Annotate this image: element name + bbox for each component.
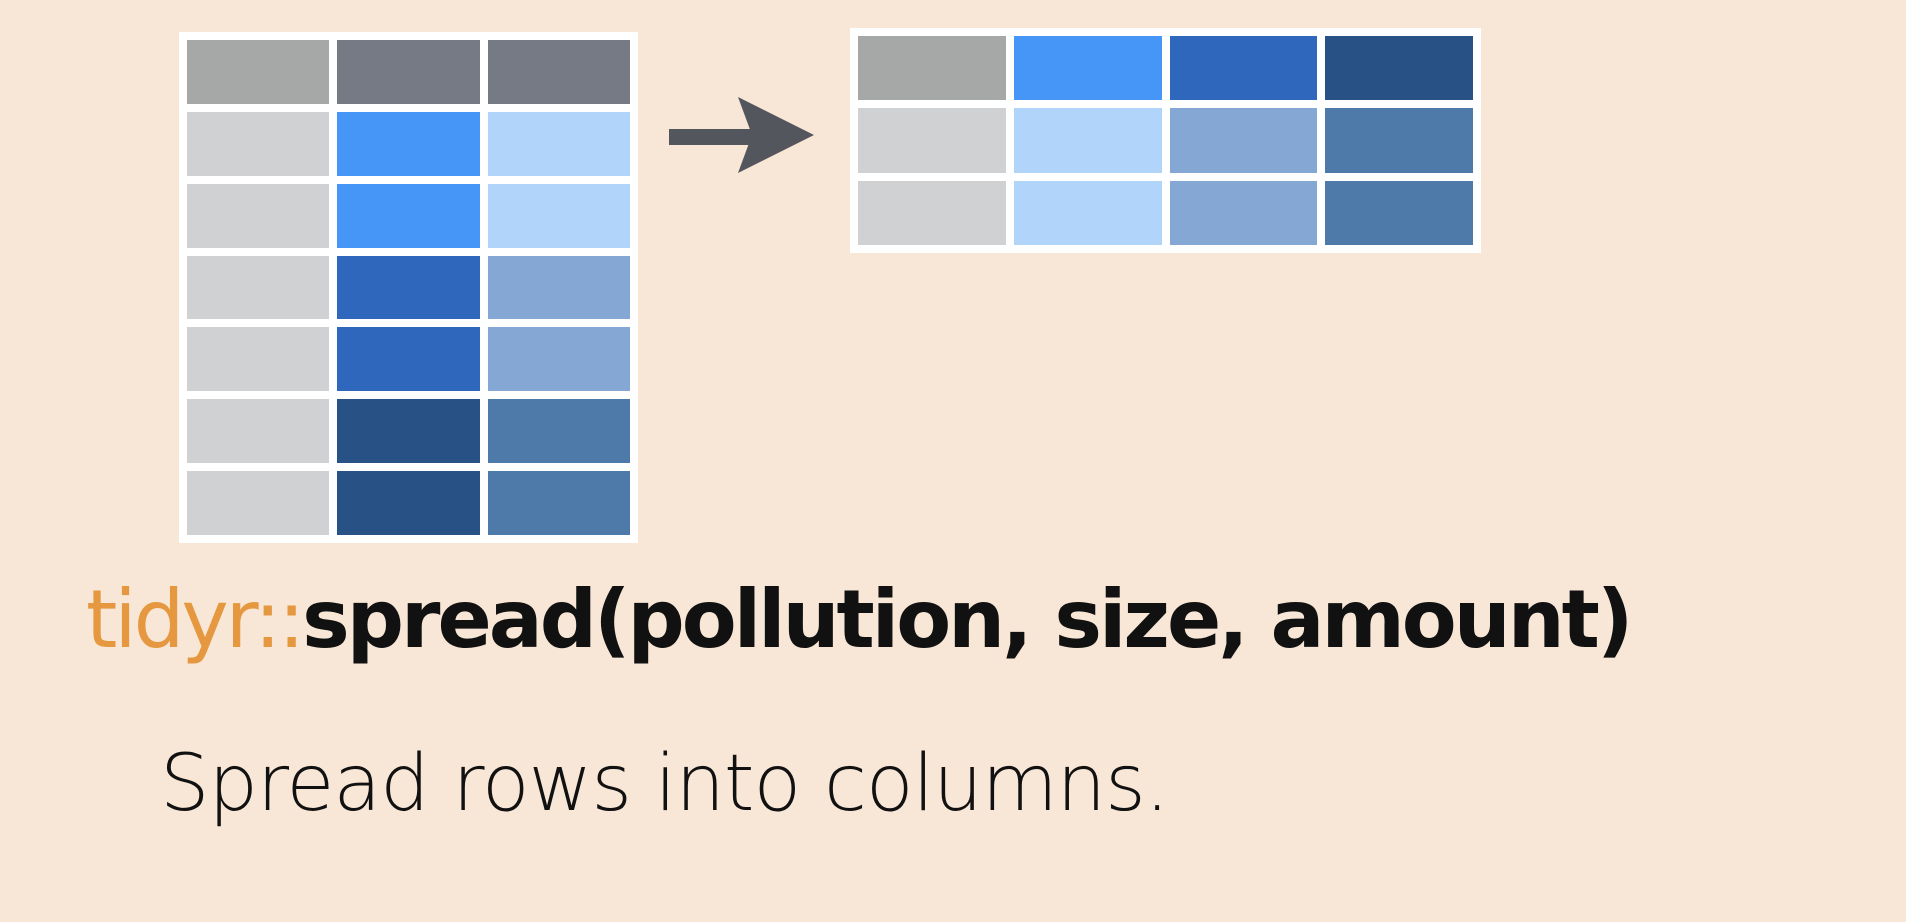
- wide-table-cell-r1-c1: [858, 36, 1006, 101]
- long-table-cell-r5-c1: [187, 327, 330, 392]
- wide-table-cell-r3-c3: [1169, 180, 1318, 245]
- wide-table-cell-r2-c4: [1325, 108, 1473, 173]
- wide-table-cell-r2-c1: [858, 108, 1006, 173]
- long-table-cell-r1-c2: [337, 40, 480, 104]
- long-table-cell-r6-c2: [337, 399, 480, 464]
- wide-table-cell-r3-c4: [1325, 180, 1473, 245]
- long-table-cell-r2-c2: [337, 111, 480, 176]
- long-table-cell-r2-c1: [187, 111, 330, 176]
- function-call: tidyr::spread(pollution, size, amount): [86, 580, 1633, 660]
- long-table-cell-r3-c1: [187, 183, 330, 248]
- wide-table: [850, 28, 1481, 253]
- function-signature: spread(pollution, size, amount): [302, 573, 1633, 666]
- wide-table-cell-r1-c4: [1325, 36, 1473, 101]
- long-table-cell-r1-c1: [187, 40, 330, 104]
- long-table-cell-r4-c1: [187, 255, 330, 320]
- long-table-cell-r6-c1: [187, 399, 330, 464]
- long-table-cell-r4-c2: [337, 255, 480, 320]
- arrow-shaft: [669, 129, 769, 145]
- wide-table-cell-r3-c1: [858, 180, 1006, 245]
- wide-table-cell-r2-c2: [1013, 108, 1162, 173]
- package-name: tidyr::: [86, 573, 305, 666]
- wide-table-cell-r2-c3: [1169, 108, 1318, 173]
- wide-table-cell-r1-c2: [1013, 36, 1162, 101]
- long-table-cell-r5-c3: [487, 327, 630, 392]
- long-table-cell-r7-c3: [487, 471, 630, 535]
- right-arrow-icon: [669, 97, 814, 173]
- long-table-cell-r6-c3: [487, 399, 630, 464]
- long-table-cell-r7-c1: [187, 471, 330, 535]
- long-table-cell-r1-c3: [487, 40, 630, 104]
- long-table-cell-r7-c2: [337, 471, 480, 535]
- wide-table-cell-r1-c3: [1169, 36, 1318, 101]
- long-table-cell-r3-c2: [337, 183, 480, 248]
- long-table-cell-r5-c2: [337, 327, 480, 392]
- caption: Spread rows into columns.: [160, 739, 1170, 829]
- long-table-cell-r2-c3: [487, 111, 630, 176]
- long-table-cell-r4-c3: [487, 255, 630, 320]
- wide-table-cell-r3-c2: [1013, 180, 1162, 245]
- long-table-cell-r3-c3: [487, 183, 630, 248]
- long-table: [179, 32, 638, 543]
- arrow-head: [738, 97, 814, 173]
